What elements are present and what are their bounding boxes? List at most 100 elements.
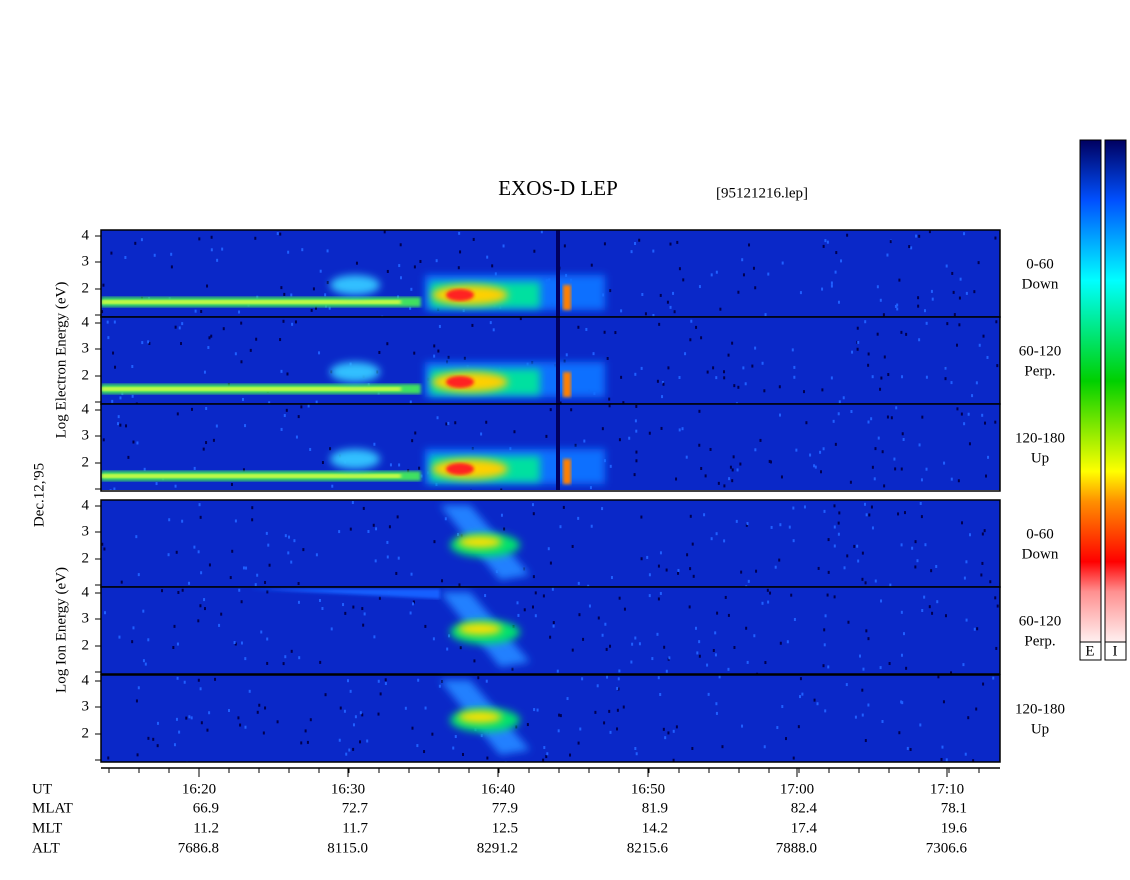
time-label: 16:50 [631,781,665,797]
blob [446,289,474,301]
noise [485,679,488,683]
ephemeris-value: 72.7 [342,800,369,816]
noise [559,525,562,529]
noise [536,708,539,712]
noise [152,737,155,741]
noise [977,261,980,265]
noise [147,736,150,740]
ephemeris-value: 8215.6 [627,840,669,856]
noise [803,505,806,509]
noise [797,725,800,729]
noise [822,244,825,248]
colorbar-label-box [1079,641,1102,661]
time-label: 16:20 [182,781,216,797]
noise [516,601,519,605]
noise [609,464,612,468]
noise [200,309,203,313]
noise [664,736,667,740]
noise [542,758,545,762]
noise [352,723,355,727]
noise [321,606,324,610]
noise [543,746,546,750]
ephemeris-value: 14.2 [642,820,668,836]
noise [898,731,901,735]
noise [148,341,151,345]
noise [931,611,934,615]
noise [781,705,784,709]
noise [715,376,718,380]
noise [944,377,947,381]
noise [433,540,436,544]
noise [964,752,967,756]
noise [817,566,820,570]
noise [770,525,773,529]
noise [838,511,841,515]
noise [830,284,833,288]
noise [856,326,859,330]
noise [902,632,905,636]
noise [724,595,727,599]
noise [883,484,886,488]
colorbar [1079,139,1102,643]
noise [517,613,520,617]
noise [513,430,516,434]
noise [142,609,145,613]
noise [559,714,562,718]
noise [208,563,211,567]
noise [917,304,920,308]
noise [917,296,920,300]
noise [944,366,947,370]
noise [109,489,112,490]
noise [861,577,864,581]
noise [826,240,829,244]
noise [659,591,662,595]
noise [571,648,574,652]
noise [710,273,713,277]
noise [695,325,698,329]
noise [879,666,882,670]
noise [352,747,355,751]
noise [853,544,856,548]
y-tick-label: 4 [82,314,90,330]
noise [833,595,836,599]
noise [566,697,569,701]
noise [603,330,606,334]
noise [682,278,685,282]
noise [677,571,680,575]
noise [210,235,213,239]
noise [880,376,883,380]
noise [433,344,436,348]
noise [202,447,205,451]
noise [918,338,921,342]
noise [608,404,611,408]
noise [280,427,283,431]
noise [689,338,692,342]
blob [563,459,571,484]
noise [856,347,859,351]
noise [790,593,793,597]
noise [582,637,585,641]
noise [719,307,722,311]
noise [534,591,537,595]
noise [813,698,816,702]
noise [641,292,644,296]
noise [843,566,846,570]
noise [666,300,669,304]
noise [688,605,691,609]
noise [994,236,997,240]
noise [103,547,106,551]
noise [523,608,526,612]
noise [137,686,140,690]
noise [172,646,175,650]
noise [147,638,150,642]
noise [698,443,701,447]
noise [214,677,217,681]
noise [283,414,286,418]
noise [254,583,257,587]
noise [454,421,457,425]
noise [609,730,612,734]
noise [177,590,180,594]
noise [824,709,827,713]
noise [827,570,830,574]
noise [684,352,687,356]
